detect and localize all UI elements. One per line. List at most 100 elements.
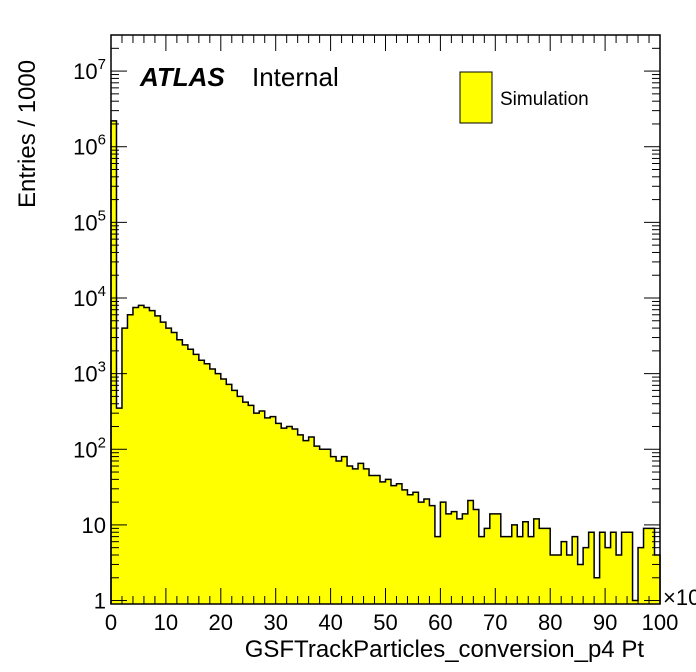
histogram-bar [270,416,277,604]
histogram-bar [583,547,590,604]
histogram-bar [187,349,194,604]
histogram-bar [193,354,200,604]
histogram-bar [292,429,299,604]
histogram-bar [473,509,480,604]
histogram-bar [489,513,496,604]
histogram-bar [231,390,238,604]
y-tick-label: 103 [73,359,106,387]
histogram-bar [336,460,342,604]
histogram-bar [116,408,123,604]
legend-label: Simulation [500,89,589,110]
x-tick-label: 40 [318,610,342,635]
histogram-bar [385,479,392,604]
histogram-bar [111,120,117,605]
histogram-bar [281,428,288,604]
histogram-bar [154,315,161,604]
histogram-bar [632,600,639,604]
histogram-bar [198,360,205,604]
histogram-bar [380,481,386,604]
histogram-bar [160,322,167,604]
histogram-bar [352,468,359,604]
histogram-bar [588,532,595,604]
histogram-bar [594,577,601,604]
histogram-bar [572,536,579,604]
histogram-bar [127,314,134,604]
x-tick-label: 100 [642,610,679,635]
histogram-bar [495,513,502,604]
histogram-bar [484,528,491,604]
x-axis-title: GSFTrackParticles_conversion_p4 Pt [245,636,645,663]
histogram-bar [423,499,430,604]
histogram-bar [654,555,661,604]
histogram-bar [358,463,364,604]
histogram-bar [434,536,441,604]
histogram-bar [610,532,617,604]
legend-swatch [459,71,493,124]
histogram-bar [182,344,189,604]
histogram-bar [539,528,546,604]
histogram-bar [171,332,178,604]
histogram-bar [506,536,513,604]
histogram-bar [412,492,419,604]
histogram-bar [528,536,535,604]
histogram-bar [143,307,150,604]
histogram-bar [544,528,551,604]
histogram-bar [390,485,397,604]
histogram-bar [638,547,644,604]
y-tick-label: 10 [82,513,106,538]
histogram-bar [149,310,156,604]
histogram-bar [643,528,650,604]
histogram-bar [319,449,326,604]
histogram-bar [407,494,414,604]
histogram-bar [649,528,655,604]
x-tick-label: 20 [209,610,233,635]
histogram-bar [363,468,370,604]
ticks-layer [110,34,661,604]
histogram-outline [110,120,661,604]
histogram-bar [347,466,353,604]
atlas-label: ATLAS [139,62,225,92]
histogram-bar [374,475,381,604]
histogram-bar [396,483,403,604]
histogram-bar [621,532,628,604]
histogram-bar [220,378,227,604]
histogram-bar [165,328,172,604]
y-tick-label: 1 [94,589,106,614]
histogram-bar [605,547,611,604]
y-tick-label: 106 [73,132,106,160]
x-tick-label: 90 [593,610,617,635]
x-tick-label: 30 [263,610,287,635]
histogram-bar [401,489,408,604]
histogram-bar [478,536,485,604]
histogram-bar [440,502,447,604]
histogram-bar [237,396,244,604]
x-tick-label: 80 [538,610,562,635]
histogram-bar [341,456,348,604]
histogram-bar [264,417,271,604]
bars-layer [111,120,661,605]
histogram-bar [511,524,518,604]
x-tick-label: 60 [428,610,452,635]
histogram-bar [209,369,216,604]
histogram-bar [330,456,337,604]
histogram-bar [533,518,540,604]
histogram-bar [462,513,469,604]
histogram-bar [445,513,452,604]
histogram-bar [522,521,529,604]
histogram-bar [451,511,458,604]
histogram-bar [308,437,315,604]
x-tick-label: 50 [373,610,397,635]
histogram-bar [303,440,310,604]
histogram-bar [369,475,375,604]
histogram-bar [456,518,463,604]
histogram-bar [297,434,304,604]
x-tick-label: 70 [483,610,507,635]
x-multiplier-label: ×10 [663,585,696,610]
histogram-bar [204,363,211,604]
y-tick-label: 105 [73,207,106,235]
histogram-bar [599,532,606,604]
histogram-bar [286,426,293,604]
histogram-bar [561,541,568,604]
histogram-bar [555,555,562,604]
